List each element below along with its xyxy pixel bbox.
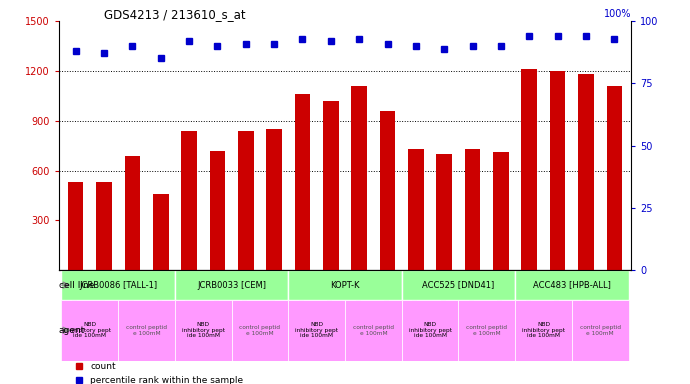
Bar: [181, 131, 197, 270]
Bar: [175, 300, 232, 361]
Bar: [232, 300, 288, 361]
Text: control peptid
e 100mM: control peptid e 100mM: [239, 325, 280, 336]
Text: NBD
inhibitory pept
ide 100mM: NBD inhibitory pept ide 100mM: [295, 322, 338, 338]
Bar: [493, 152, 509, 270]
Text: ACC483 [HPB-ALL]: ACC483 [HPB-ALL]: [533, 281, 611, 290]
Bar: [465, 149, 480, 270]
Text: 100%: 100%: [604, 8, 631, 19]
Text: JCRB0086 [TALL-1]: JCRB0086 [TALL-1]: [79, 281, 157, 290]
Bar: [61, 270, 175, 300]
Text: NBD
inhibitory pept
ide 100mM: NBD inhibitory pept ide 100mM: [181, 322, 225, 338]
Bar: [96, 182, 112, 270]
Bar: [345, 300, 402, 361]
Bar: [351, 86, 367, 270]
Bar: [402, 270, 515, 300]
Bar: [550, 71, 565, 270]
Text: control peptid
e 100mM: control peptid e 100mM: [466, 325, 507, 336]
Text: NBD
inhibitory pept
ide 100mM: NBD inhibitory pept ide 100mM: [522, 322, 565, 338]
Bar: [210, 151, 225, 270]
Bar: [522, 69, 537, 270]
Text: NBD
inhibitory pept
ide 100mM: NBD inhibitory pept ide 100mM: [408, 322, 451, 338]
Bar: [238, 131, 253, 270]
Bar: [515, 270, 629, 300]
Bar: [578, 74, 594, 270]
Bar: [153, 194, 168, 270]
Text: control peptid
e 100mM: control peptid e 100mM: [353, 325, 394, 336]
Bar: [515, 300, 572, 361]
Bar: [118, 300, 175, 361]
Bar: [408, 149, 424, 270]
Bar: [380, 111, 395, 270]
Bar: [61, 300, 118, 361]
Bar: [175, 270, 288, 300]
Bar: [458, 300, 515, 361]
Bar: [402, 300, 458, 361]
Bar: [572, 300, 629, 361]
Text: percentile rank within the sample: percentile rank within the sample: [90, 376, 244, 384]
Bar: [295, 94, 310, 270]
Bar: [68, 182, 83, 270]
Text: control peptid
e 100mM: control peptid e 100mM: [580, 325, 621, 336]
Text: control peptid
e 100mM: control peptid e 100mM: [126, 325, 167, 336]
Text: ACC525 [DND41]: ACC525 [DND41]: [422, 281, 495, 290]
Text: cell line: cell line: [59, 281, 94, 290]
Text: agent: agent: [59, 326, 85, 335]
Text: GDS4213 / 213610_s_at: GDS4213 / 213610_s_at: [104, 8, 246, 21]
Text: count: count: [90, 362, 116, 371]
Bar: [437, 154, 452, 270]
Bar: [323, 101, 339, 270]
Text: JCRB0033 [CEM]: JCRB0033 [CEM]: [197, 281, 266, 290]
Text: NBD
inhibitory pept
ide 100mM: NBD inhibitory pept ide 100mM: [68, 322, 111, 338]
Bar: [288, 300, 345, 361]
Text: KOPT-K: KOPT-K: [331, 281, 359, 290]
Bar: [125, 156, 140, 270]
Bar: [288, 270, 402, 300]
Bar: [607, 86, 622, 270]
Bar: [266, 129, 282, 270]
